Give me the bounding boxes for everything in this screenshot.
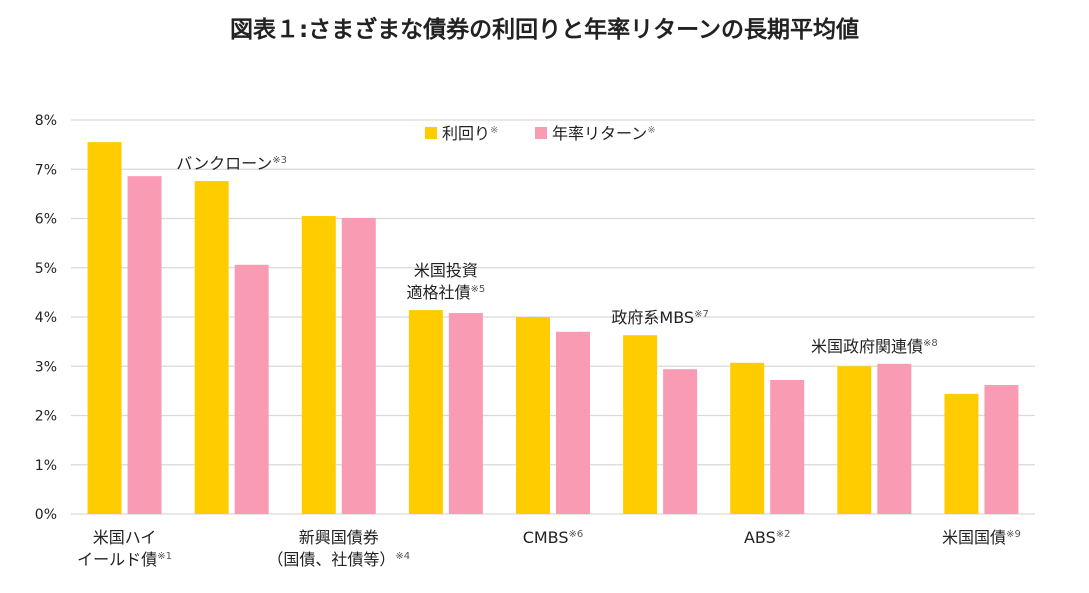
legend-swatch [425,127,437,139]
footnote-mark: ※ [647,125,655,136]
footnote-mark: ※7 [694,309,709,320]
bar-return [663,369,698,514]
bar-yield [730,362,765,514]
category-label-line: 米国投資 [414,261,478,280]
y-tick-label: 8% [35,113,57,129]
category-label: 米国国債※9 [942,528,1021,547]
footnote-mark: ※8 [923,338,938,349]
footnote-mark: ※3 [272,155,287,166]
bar-return [127,176,162,514]
category-label-line: 適格社債※5 [407,283,486,302]
footnote-mark: ※9 [1006,529,1021,540]
bar-return [556,331,590,514]
bar-yield [944,393,979,514]
legend-label: 利回り※ [442,124,498,143]
y-tick-label: 0% [35,507,57,523]
footnote-mark: ※1 [157,551,172,562]
category-label: ABS※2 [744,528,791,547]
category-label-line: イールド債※1 [77,550,172,569]
category-label: 新興国債券 （国債、社債等）※4 [267,528,410,569]
category-label-line: （国債、社債等）※4 [267,550,410,569]
bar-return [984,384,1019,514]
bar-yield [194,181,229,514]
category-label-line: CMBS※6 [523,528,584,547]
bar-yield [516,317,550,514]
category-label-line: 米国国債※9 [942,528,1021,547]
y-tick-label: 7% [35,162,57,178]
bar-yield [408,310,443,514]
category-label-line: 米国政府関連債※8 [811,337,938,356]
bar-yield [837,366,872,514]
legend-label: 年率リターン※ [552,124,656,143]
y-tick-label: 1% [35,458,57,474]
bar-yield [301,216,336,514]
category-label-line: 新興国債券 [299,528,379,547]
category-label: バンクローン※3 [176,154,287,173]
category-label-line: ABS※2 [744,528,791,547]
footnote-mark: ※5 [471,284,486,295]
legend-swatch [535,127,547,139]
footnote-mark: ※4 [395,551,410,562]
footnote-mark: ※2 [776,529,791,540]
bar-return [877,363,912,514]
y-tick-label: 4% [35,310,57,326]
y-tick-label: 5% [35,261,57,277]
category-label-line: 米国ハイ [93,528,157,547]
bar-return [448,313,483,514]
footnote-mark: ※6 [569,529,584,540]
y-tick-label: 2% [35,409,57,425]
category-label-line: 政府系MBS※7 [611,308,708,327]
y-tick-label: 3% [35,359,57,375]
category-label: 政府系MBS※7 [611,308,708,327]
bar-return [770,380,805,514]
bar-return [341,218,376,514]
category-label: 米国政府関連債※8 [811,337,938,356]
category-label: CMBS※6 [523,528,584,547]
chart-title: 図表１:さまざまな債券の利回りと年率リターンの長期平均値 [229,17,860,43]
bar-yield [623,335,658,514]
bar-return [234,264,269,514]
bar-yield [87,142,122,514]
category-label-line: バンクローン※3 [176,154,287,173]
footnote-mark: ※ [490,125,498,136]
y-tick-label: 6% [35,212,57,228]
